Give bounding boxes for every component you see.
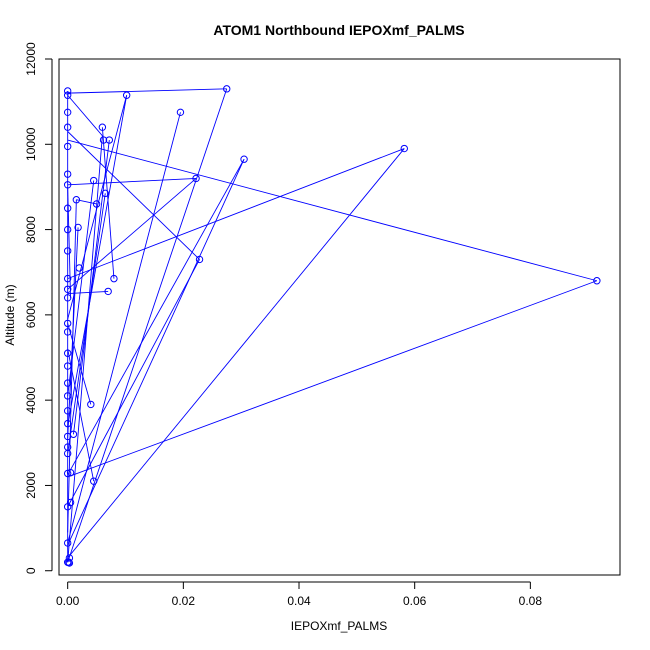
series-line-segment: [67, 139, 597, 282]
series-line-segment: [67, 177, 197, 186]
data-point: [63, 362, 72, 370]
data-point: [63, 469, 72, 478]
x-tick-label: 0.08: [519, 594, 543, 608]
data-point: [75, 264, 83, 272]
data-point: [63, 91, 72, 99]
data-point: [65, 558, 73, 566]
data-point: [63, 328, 72, 336]
data-point: [104, 287, 112, 296]
y-tick-label: 0: [24, 567, 38, 574]
series-line-segment: [67, 199, 77, 533]
series-line-segment: [67, 259, 200, 507]
data-point: [65, 554, 74, 562]
y-tick-label: 8000: [24, 216, 38, 243]
x-tick-label: 0.06: [403, 594, 427, 608]
data-point: [63, 225, 72, 234]
plot-frame: [58, 58, 621, 576]
series-line-segment: [67, 95, 128, 426]
data-point: [99, 136, 108, 144]
series-line-segment: [67, 131, 200, 260]
data-point: [195, 255, 204, 264]
data-point: [101, 189, 109, 198]
y-tick-label: 4000: [24, 386, 38, 413]
data-point: [63, 142, 72, 151]
data-point: [72, 196, 81, 204]
data-point: [66, 498, 75, 507]
y-tick-label: 12000: [24, 42, 38, 76]
data-point: [223, 85, 231, 93]
data-point: [63, 392, 72, 400]
data-point: [63, 285, 72, 293]
series-line-segment: [67, 193, 106, 454]
data-point: [63, 539, 72, 547]
x-axis: 0.00 0.02 0.04 0.06 0.08: [56, 581, 543, 608]
series-line-segment: [67, 178, 197, 290]
data-point: [63, 123, 72, 131]
x-tick-label: 0.00: [56, 594, 80, 608]
data-point: [92, 200, 101, 208]
y-axis-label: Altitude (m): [3, 284, 17, 345]
series-line-segment: [67, 88, 227, 94]
series-line-segment: [67, 323, 92, 405]
data-point: [176, 108, 185, 117]
series-line-segment: [67, 280, 598, 478]
data-point: [63, 319, 72, 328]
data-point: [110, 274, 118, 283]
series-line-segment: [67, 158, 245, 476]
data-point: [63, 274, 72, 283]
data-point: [63, 294, 72, 302]
y-tick-label: 10000: [24, 127, 38, 161]
data-point: [240, 155, 248, 163]
data-point: [63, 181, 72, 189]
data-point: [87, 400, 95, 409]
data-point: [66, 468, 75, 477]
x-tick-label: 0.04: [287, 594, 311, 608]
chart-title: ATOM1 Northbound IEPOXmf_PALMS: [213, 22, 464, 38]
plot-area: [63, 85, 601, 567]
data-point: [74, 223, 82, 232]
data-point: [63, 247, 72, 255]
data-point: [63, 204, 72, 212]
x-axis-label: IEPOXmf_PALMS: [291, 619, 387, 633]
data-point: [192, 174, 200, 183]
x-tick-label: 0.02: [172, 594, 196, 608]
data-point: [122, 91, 131, 99]
y-tick-label: 6000: [24, 301, 38, 328]
y-axis: 0 2000 4000 6000 8000 10000 12000: [24, 42, 53, 574]
data-point: [400, 144, 408, 153]
data-point: [98, 123, 107, 131]
data-point: [63, 349, 72, 357]
data-point: [63, 170, 72, 178]
series-line-segment: [67, 88, 228, 563]
data-point: [63, 108, 72, 117]
y-tick-label: 2000: [24, 472, 38, 499]
series-line-segment: [101, 127, 115, 279]
series-line-segment: [67, 148, 405, 559]
data-point: [90, 176, 98, 185]
data-point: [593, 277, 601, 285]
data-point: [105, 136, 114, 144]
data-point: [90, 477, 98, 485]
data-point: [63, 443, 72, 451]
data-point: [63, 379, 72, 387]
data-point: [63, 87, 72, 95]
series-line-segment: [67, 148, 405, 280]
data-point: [69, 430, 78, 438]
data-point: [63, 407, 72, 415]
data-point: [63, 419, 72, 428]
series-line-segment: [67, 94, 103, 137]
